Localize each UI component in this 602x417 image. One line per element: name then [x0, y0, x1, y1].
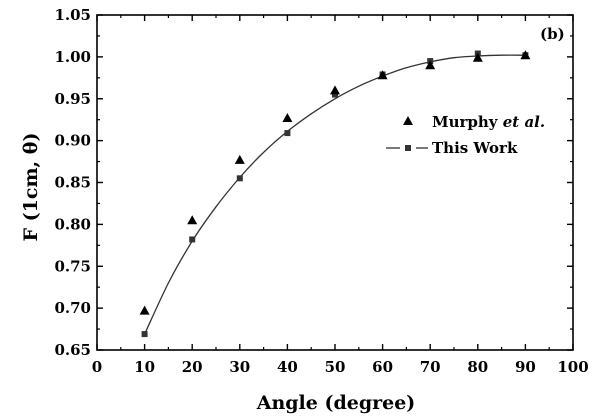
plot-frame	[97, 15, 573, 350]
murphy-point	[473, 53, 483, 62]
x-tick-label: 60	[372, 358, 393, 376]
x-tick-label: 40	[277, 358, 298, 376]
y-tick-label: 0.75	[54, 257, 91, 275]
murphy-point	[235, 155, 245, 164]
y-axis-title: F (1cm, θ)	[20, 133, 42, 242]
legend-square-icon	[405, 145, 411, 151]
x-tick-label: 80	[467, 358, 488, 376]
legend-triangle-icon	[403, 116, 413, 125]
x-tick-label: 20	[182, 358, 203, 376]
x-tick-label: 100	[557, 358, 588, 376]
this-work-point	[284, 130, 290, 136]
y-tick-label: 0.95	[54, 90, 91, 108]
murphy-point	[282, 113, 292, 122]
x-tick-label: 30	[229, 358, 250, 376]
this-work-point	[189, 236, 195, 242]
legend-label-murphy-italic: et al.	[503, 113, 545, 131]
x-tick-label: 0	[92, 358, 102, 376]
x-tick-label: 90	[515, 358, 536, 376]
legend-label-murphy-text: Murphy	[432, 113, 503, 131]
x-tick-label: 50	[325, 358, 346, 376]
x-axis-title: Angle (degree)	[256, 392, 416, 414]
y-tick-label: 0.80	[54, 215, 91, 233]
axes: 0 10 20 30 40 50 60 70 80 90 100 0.65 0.70 0.75 0.80 0.…	[54, 6, 588, 376]
x-tick-label: 70	[420, 358, 441, 376]
legend-item-murphy: Murphy et al.	[432, 113, 545, 131]
y-tick-label: 0.90	[54, 132, 91, 150]
murphy-point	[187, 215, 197, 224]
x-tick-label: 10	[134, 358, 155, 376]
legend-label-this-work: This Work	[432, 139, 518, 157]
murphy-point	[330, 85, 340, 94]
y-tick-label: 1.05	[54, 6, 91, 24]
this-work-point	[142, 331, 148, 337]
murphy-point	[140, 306, 150, 315]
y-tick-label: 1.00	[54, 48, 91, 66]
y-tick-label: 0.85	[54, 174, 91, 192]
y-tick-label: 0.70	[54, 299, 91, 317]
y-tick-label: 0.65	[54, 341, 91, 359]
legend-label-murphy: Murphy et al.	[432, 113, 545, 131]
legend-item-this-work: This Work	[432, 139, 518, 157]
this-work-point	[237, 175, 243, 181]
marks-layer	[140, 50, 531, 337]
panel-label: (b)	[540, 25, 565, 43]
